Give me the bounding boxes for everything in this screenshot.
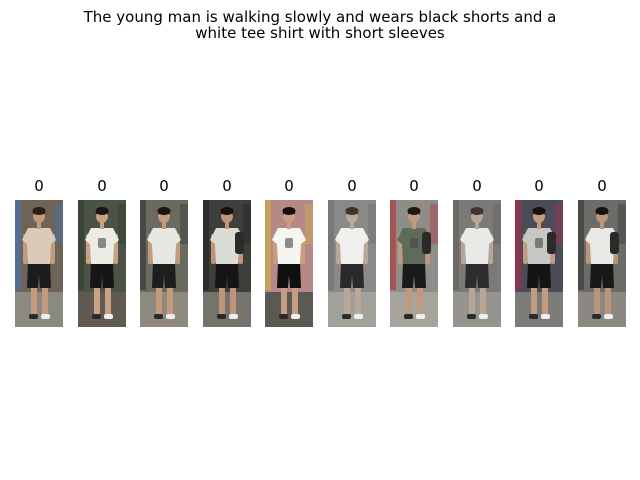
person-photo [515, 200, 563, 327]
gallery-tile: 0 [515, 176, 563, 327]
gallery-tile: 0 [140, 176, 188, 327]
gallery-tile: 0 [265, 176, 313, 327]
tile-score-label: 0 [284, 177, 294, 195]
gallery-tile: 0 [203, 176, 251, 327]
gallery-tile: 0 [578, 176, 626, 327]
tile-score-label: 0 [222, 177, 232, 195]
caption-line-2: white tee shirt with short sleeves [195, 24, 445, 42]
gallery-tile: 0 [328, 176, 376, 327]
person-photo [15, 200, 63, 327]
person-photo [265, 200, 313, 327]
tile-score-label: 0 [97, 177, 107, 195]
tile-score-label: 0 [472, 177, 482, 195]
person-photo [203, 200, 251, 327]
person-photo [78, 200, 126, 327]
person-photo [328, 200, 376, 327]
gallery-tile: 0 [78, 176, 126, 327]
gallery-tile: 0 [453, 176, 501, 327]
tile-score-label: 0 [409, 177, 419, 195]
person-photo [578, 200, 626, 327]
caption-line-1: The young man is walking slowly and wear… [83, 8, 557, 26]
person-photo [453, 200, 501, 327]
tile-score-label: 0 [347, 177, 357, 195]
tile-score-label: 0 [597, 177, 607, 195]
tile-score-label: 0 [534, 177, 544, 195]
gallery-tile: 0 [390, 176, 438, 327]
tile-score-label: 0 [159, 177, 169, 195]
tile-score-label: 0 [34, 177, 44, 195]
person-photo [140, 200, 188, 327]
gallery-tile: 0 [15, 176, 63, 327]
person-photo [390, 200, 438, 327]
